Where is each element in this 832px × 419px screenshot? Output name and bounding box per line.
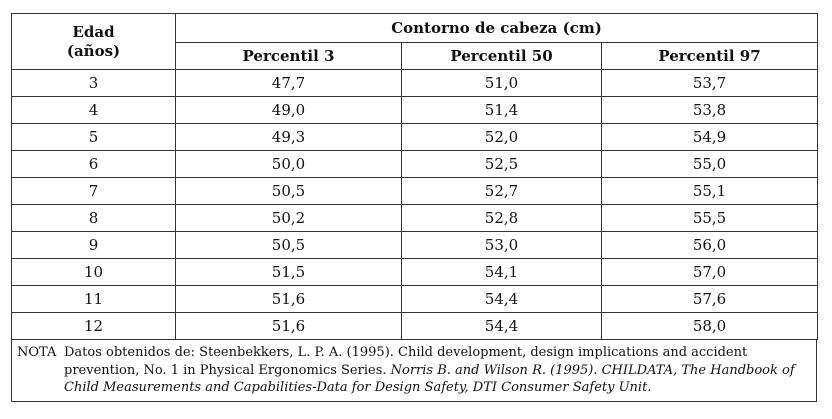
percentile-3-cell: 51,5 — [175, 258, 402, 286]
note-source-regular: Datos obtenidos de: Steenbekkers, L. P. … — [64, 345, 748, 378]
age-cell: 10 — [11, 258, 176, 286]
percentile-3-cell: 49,0 — [175, 96, 402, 124]
percentile-97-cell: 57,6 — [600, 285, 819, 313]
age-cell: 11 — [11, 285, 176, 313]
age-column-header: Edad (años) — [11, 13, 176, 70]
age-cell: 12 — [11, 312, 176, 340]
table-row: 12 51,6 54,4 58,0 — [11, 312, 819, 340]
percentile-50-cell: 51,0 — [401, 69, 602, 97]
percentile-3-cell: 49,3 — [175, 123, 402, 151]
percentile-50-cell: 52,7 — [401, 177, 602, 205]
table-row: 10 51,5 54,1 57,0 — [11, 258, 819, 286]
percentile-97-cell: 53,8 — [600, 96, 819, 124]
percentile-97-cell: 53,7 — [600, 69, 819, 97]
percentile-97-cell: 54,9 — [600, 123, 819, 151]
table-row: 3 47,7 51,0 53,7 — [11, 69, 819, 97]
percentile-50-cell: 53,0 — [401, 231, 602, 259]
percentile-3-cell: 50,0 — [175, 150, 402, 178]
table-row: 9 50,5 53,0 56,0 — [11, 231, 819, 259]
percentile-97-cell: 57,0 — [600, 258, 819, 286]
percentile-3-cell: 51,6 — [175, 312, 402, 340]
age-cell: 4 — [11, 96, 176, 124]
percentile-3-cell: 51,6 — [175, 285, 402, 313]
age-cell: 6 — [11, 150, 176, 178]
age-header-line1: Edad — [72, 22, 115, 41]
percentile-50-cell: 54,1 — [401, 258, 602, 286]
head-circumference-group-header: Contorno de cabeza (cm) — [174, 13, 819, 43]
percentile-50-header: Percentil 50 — [401, 42, 602, 70]
age-cell: 5 — [11, 123, 176, 151]
age-cell: 3 — [11, 69, 176, 97]
age-cell: 8 — [11, 204, 176, 232]
percentile-50-cell: 54,4 — [401, 285, 602, 313]
percentile-50-cell: 51,4 — [401, 96, 602, 124]
note-text: Datos obtenidos de: Steenbekkers, L. P. … — [64, 344, 811, 397]
note-label: NOTA — [17, 345, 57, 360]
table-row: 8 50,2 52,8 55,5 — [11, 204, 819, 232]
table-note: NOTA Datos obtenidos de: Steenbekkers, L… — [11, 340, 817, 402]
head-circumference-table-figure: Edad (años) Contorno de cabeza (cm) Perc… — [11, 13, 819, 402]
percentile-97-cell: 55,5 — [600, 204, 819, 232]
percentile-50-cell: 52,0 — [401, 123, 602, 151]
table-row: 4 49,0 51,4 53,8 — [11, 96, 819, 124]
table-row: 5 49,3 52,0 54,9 — [11, 123, 819, 151]
percentile-3-cell: 50,5 — [175, 177, 402, 205]
age-cell: 7 — [11, 177, 176, 205]
head-circumference-table: Edad (años) Contorno de cabeza (cm) Perc… — [11, 13, 819, 340]
percentile-97-header: Percentil 97 — [600, 42, 819, 70]
percentile-97-cell: 55,1 — [600, 177, 819, 205]
percentile-50-cell: 52,5 — [401, 150, 602, 178]
percentile-97-cell: 55,0 — [600, 150, 819, 178]
percentile-3-cell: 50,5 — [175, 231, 402, 259]
age-cell: 9 — [11, 231, 176, 259]
percentile-3-header: Percentil 3 — [175, 42, 402, 70]
percentile-50-cell: 52,8 — [401, 204, 602, 232]
percentile-3-cell: 47,7 — [175, 69, 402, 97]
note-source-italic: Norris B. and Wilson R. (1995). CHILDATA… — [64, 362, 795, 396]
percentile-50-cell: 54,4 — [401, 312, 602, 340]
table-row: 11 51,6 54,4 57,6 — [11, 285, 819, 313]
percentile-97-cell: 56,0 — [600, 231, 819, 259]
percentile-3-cell: 50,2 — [175, 204, 402, 232]
percentile-97-cell: 58,0 — [600, 312, 819, 340]
age-header-line2: (años) — [66, 41, 121, 60]
table-body: 3 47,7 51,0 53,7 4 49,0 51,4 53,8 5 49,3 52,0 54,9 6… — [11, 69, 819, 340]
table-row: 6 50,0 52,5 55,0 — [11, 150, 819, 178]
table-row: 7 50,5 52,7 55,1 — [11, 177, 819, 205]
